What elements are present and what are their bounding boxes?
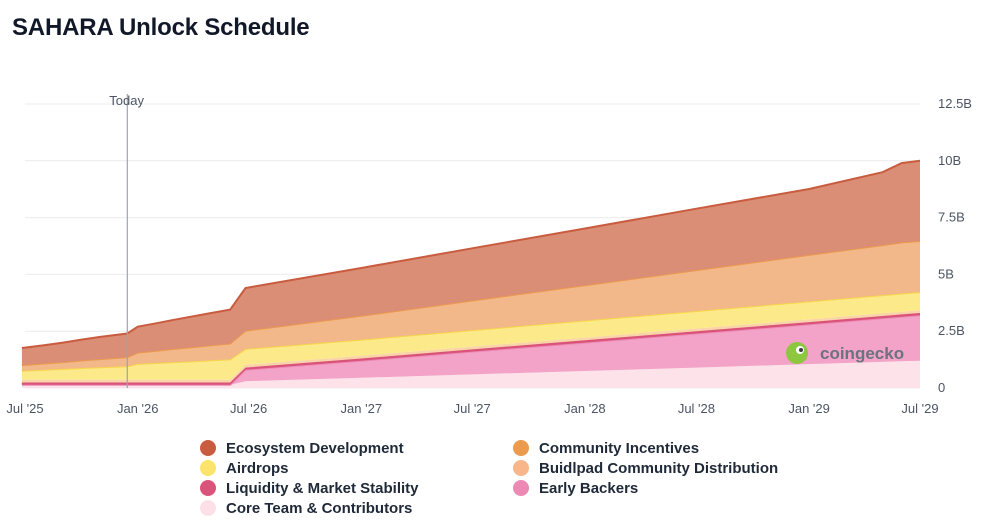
legend-item[interactable]: Ecosystem Development [200, 438, 404, 458]
coingecko-logo-pupil-icon [799, 348, 803, 352]
x-tick-label: Jul '28 [678, 401, 715, 416]
legend-label: Core Team & Contributors [226, 499, 413, 517]
x-tick-label: Jan '26 [117, 401, 159, 416]
legend-label: Early Backers [539, 479, 639, 497]
legend-swatch [200, 500, 216, 516]
x-tick-label: Jan '29 [788, 401, 830, 416]
legend-swatch [200, 460, 216, 476]
legend-swatch [513, 460, 529, 476]
watermark-text: coingecko [820, 344, 904, 363]
y-tick-label: 5B [938, 266, 954, 281]
coingecko-watermark: coingecko [786, 342, 904, 364]
y-axis: 0 2.5B 5B 7.5B 10B 12.5B [938, 96, 972, 395]
unlock-chart: Today 0 2.5B 5B 7.5B 10B 12.5B Jul '25 Jan '26… [6, 93, 972, 416]
y-tick-label: 2.5B [938, 323, 965, 338]
legend-label: Liquidity & Market Stability [226, 479, 419, 497]
x-tick-label: Jan '27 [341, 401, 383, 416]
legend-swatch [200, 440, 216, 456]
x-tick-label: Jul '25 [6, 401, 43, 416]
legend-swatch [513, 480, 529, 496]
line-ecosystem-development [21, 159, 921, 349]
x-tick-label: Jul '26 [230, 401, 267, 416]
legend-label: Airdrops [226, 459, 289, 477]
legend-swatch [513, 440, 529, 456]
x-tick-label: Jan '28 [564, 401, 606, 416]
chart-title: SAHARA Unlock Schedule [12, 14, 310, 41]
today-label: Today [109, 93, 144, 108]
area-core-team-contributors [21, 360, 920, 388]
stacked-areas [21, 159, 921, 388]
area-airdrops [21, 292, 920, 380]
area-community-incentives [21, 241, 920, 371]
y-tick-label: 0 [938, 380, 945, 395]
legend-item[interactable]: Community Incentives [513, 438, 699, 458]
x-axis: Jul '25 Jan '26 Jul '26 Jan '27 Jul '27 Jan '… [6, 401, 938, 416]
y-tick-label: 10B [938, 153, 961, 168]
legend-item[interactable]: Liquidity & Market Stability [200, 478, 419, 498]
legend-item[interactable]: Early Backers [513, 478, 638, 498]
coingecko-logo-icon [786, 342, 808, 364]
today-marker: Today [109, 93, 144, 388]
y-tick-label: 7.5B [938, 210, 965, 225]
x-tick-label: Jul '27 [454, 401, 491, 416]
legend-label: Ecosystem Development [226, 439, 404, 457]
legend-item[interactable]: Core Team & Contributors [200, 498, 412, 518]
legend-item[interactable]: Airdrops [200, 458, 289, 478]
legend-label: Buidlpad Community Distribution [539, 459, 779, 477]
legend-item[interactable]: Buidlpad Community Distribution [513, 458, 778, 478]
area-early-backers [21, 315, 920, 385]
legend-label: Community Incentives [539, 439, 700, 457]
area-ecosystem-development [21, 160, 920, 366]
x-tick-label: Jul '29 [901, 401, 938, 416]
legend-swatch [200, 480, 216, 496]
y-tick-label: 12.5B [938, 96, 972, 111]
